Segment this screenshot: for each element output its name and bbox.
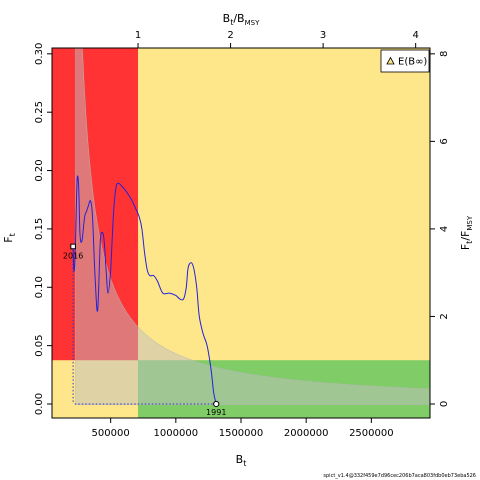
projection-dotted — [72, 246, 217, 405]
legend: E(B∞) — [380, 49, 430, 73]
right-tick-label: 6 — [439, 138, 450, 144]
axes: 500000 1000000 1500000 2000000 2500000 0.00 0.… — [34, 30, 450, 439]
legend-box — [380, 49, 430, 73]
top-tick-label: 3 — [320, 30, 326, 41]
y-tick-label: 0.10 — [34, 276, 45, 298]
x-axis-title-sub: t — [243, 459, 246, 468]
y-tick-label: 0.00 — [34, 393, 45, 415]
x-tick-label: 2500000 — [349, 428, 394, 439]
top-tick-label: 4 — [412, 30, 418, 41]
series-lines — [72, 175, 217, 405]
right-axis-title-sub1: t — [465, 241, 474, 244]
ci-area — [75, 48, 430, 405]
y-tick-label: 0.15 — [34, 218, 45, 240]
top-axis-title-sub1: t — [230, 18, 233, 27]
top-axis-title-mid: /B — [233, 12, 244, 25]
right-axis-title-sub2: MSY — [466, 215, 474, 230]
right-axis-title: Ft/FMSY — [459, 215, 474, 250]
right-tick-label: 2 — [439, 313, 450, 319]
x-tick-label: 1500000 — [219, 428, 264, 439]
right-axis-title-mid: /F — [459, 231, 472, 241]
y-tick-label: 0.05 — [34, 335, 45, 357]
confidence-region — [75, 48, 430, 405]
top-axis-title-sub2: MSY — [245, 19, 260, 27]
right-tick-label: 8 — [439, 51, 450, 57]
point-label-end: 2016 — [63, 251, 83, 260]
point-end-marker — [70, 243, 76, 250]
x-tick-label: 500000 — [92, 428, 130, 439]
point-label-start: 1991 — [206, 408, 226, 417]
top-tick-label: 1 — [135, 30, 141, 41]
x-tick-label: 2000000 — [284, 428, 329, 439]
y-tick-label: 0.30 — [34, 43, 45, 65]
right-tick-label: 4 — [439, 226, 450, 232]
y-axis-title-sub: t — [8, 233, 17, 236]
series-line-0 — [72, 175, 217, 405]
y-tick-label: 0.20 — [34, 159, 45, 181]
legend-triangle-icon — [386, 56, 395, 65]
series-points: 1991 2016 — [63, 243, 226, 417]
point-start-marker — [213, 400, 220, 408]
x-tick-label: 1000000 — [154, 428, 199, 439]
y-axis-title: Ft — [2, 233, 17, 242]
y-tick-label: 0.25 — [34, 101, 45, 123]
footer-version: spict_v1.4@332f459e7d96cec206b7aca803fdb… — [323, 473, 476, 479]
top-axis-title: Bt/BMSY — [223, 12, 260, 27]
x-axis-title: Bt — [236, 453, 247, 468]
legend-label: E(B∞) — [398, 57, 427, 68]
top-tick-label: 2 — [227, 30, 233, 41]
right-tick-label: 0 — [439, 401, 450, 407]
